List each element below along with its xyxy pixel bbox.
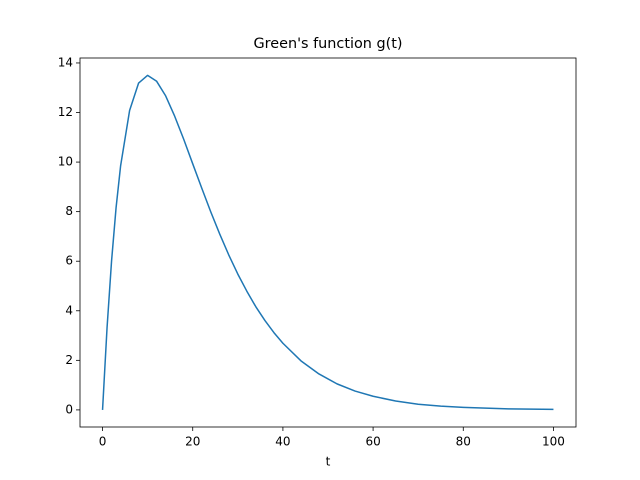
y-tick-label: 12: [58, 105, 73, 119]
y-tick-label: 8: [65, 204, 73, 218]
y-tick-label: 6: [65, 254, 73, 268]
y-tick-label: 2: [65, 353, 73, 367]
chart-title: Green's function g(t): [254, 36, 403, 52]
y-tick-label: 0: [65, 402, 73, 416]
plot-frame: [79, 57, 577, 428]
x-tick-label: 40: [275, 435, 290, 449]
y-tick-label: 10: [58, 155, 73, 169]
y-tick-label: 4: [65, 303, 73, 317]
x-axis-label: t: [326, 455, 331, 469]
x-tick-label: 80: [456, 435, 471, 449]
x-tick-label: 20: [185, 435, 200, 449]
line-series: [101, 74, 554, 411]
x-tick-label: 0: [99, 435, 107, 449]
x-tick-label: 100: [542, 435, 565, 449]
x-tick-label: 60: [365, 435, 380, 449]
y-tick-label: 14: [58, 55, 73, 69]
